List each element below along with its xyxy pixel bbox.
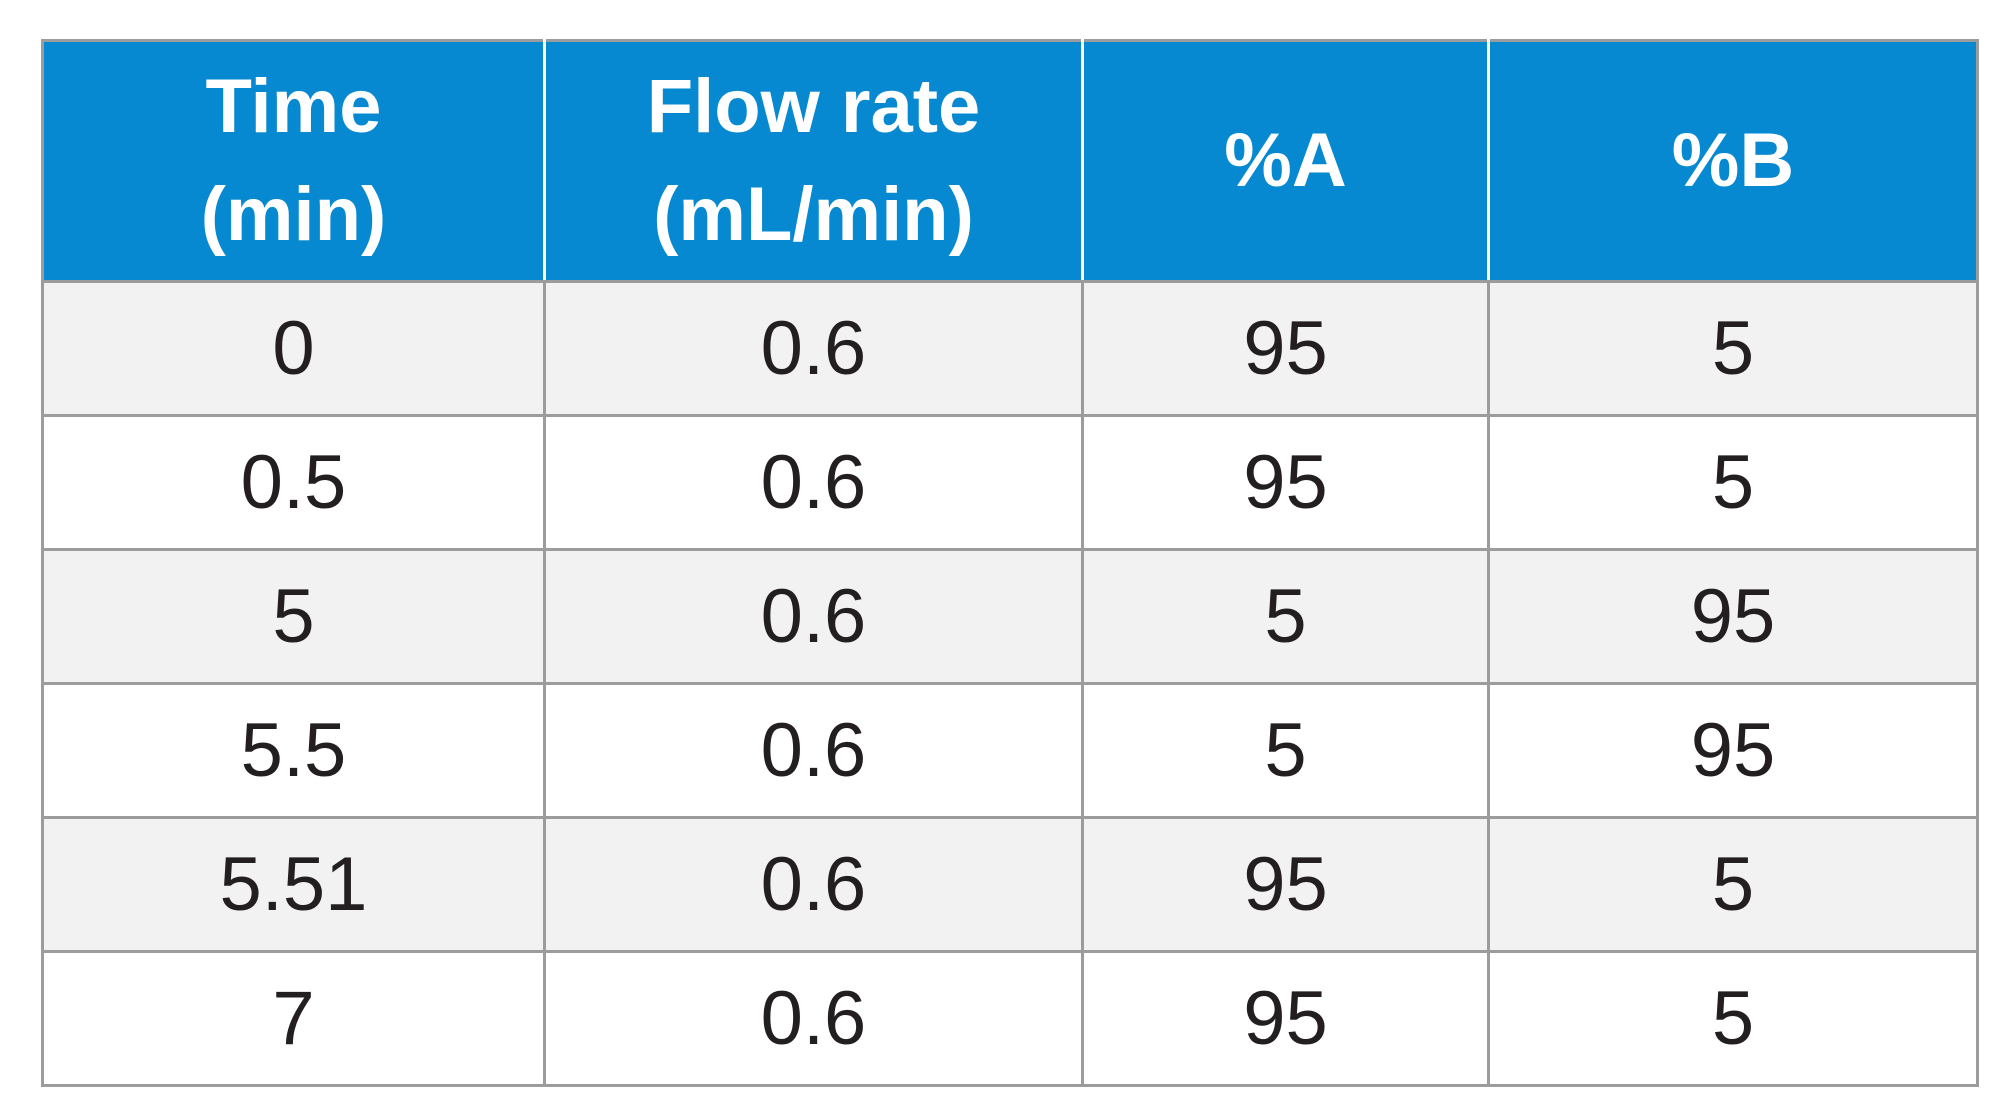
cell-flow-rate: 0.6 bbox=[543, 548, 1084, 685]
cell-time: 0 bbox=[41, 280, 546, 417]
cell-percent-b: 5 bbox=[1487, 950, 1979, 1087]
cell-flow-rate: 0.6 bbox=[543, 950, 1084, 1087]
table-row: 5 0.6 5 95 bbox=[41, 548, 1979, 685]
header-time: Time (min) bbox=[41, 39, 546, 283]
table-row: 0 0.6 95 5 bbox=[41, 280, 1979, 417]
cell-percent-a: 95 bbox=[1081, 414, 1490, 551]
cell-flow-rate: 0.6 bbox=[543, 682, 1084, 819]
header-percent-b: %B bbox=[1487, 39, 1979, 283]
header-time-label: Time bbox=[205, 64, 382, 149]
cell-percent-b: 5 bbox=[1487, 280, 1979, 417]
gradient-table: Time (min) Flow rate (mL/min) %A %B 0 0.… bbox=[41, 39, 1979, 1087]
table-row: 7 0.6 95 5 bbox=[41, 950, 1979, 1087]
cell-percent-b: 5 bbox=[1487, 816, 1979, 953]
header-percent-a: %A bbox=[1081, 39, 1490, 283]
cell-flow-rate: 0.6 bbox=[543, 414, 1084, 551]
header-flow-rate-label: Flow rate bbox=[646, 64, 981, 149]
table-body: 0 0.6 95 5 0.5 0.6 95 5 5 0.6 5 95 5.5 0… bbox=[41, 280, 1979, 1087]
cell-percent-a: 5 bbox=[1081, 682, 1490, 819]
header-row: Time (min) Flow rate (mL/min) %A %B bbox=[41, 39, 1979, 283]
cell-percent-a: 95 bbox=[1081, 950, 1490, 1087]
header-time-unit: (min) bbox=[200, 172, 387, 257]
cell-percent-b: 95 bbox=[1487, 682, 1979, 819]
cell-percent-a: 5 bbox=[1081, 548, 1490, 685]
cell-flow-rate: 0.6 bbox=[543, 816, 1084, 953]
cell-time: 5 bbox=[41, 548, 546, 685]
header-flow-rate-unit: (mL/min) bbox=[653, 172, 974, 257]
cell-time: 7 bbox=[41, 950, 546, 1087]
cell-time: 0.5 bbox=[41, 414, 546, 551]
table-row: 5.51 0.6 95 5 bbox=[41, 816, 1979, 953]
cell-flow-rate: 0.6 bbox=[543, 280, 1084, 417]
header-percent-a-label: %A bbox=[1224, 118, 1347, 203]
cell-percent-b: 5 bbox=[1487, 414, 1979, 551]
cell-time: 5.5 bbox=[41, 682, 546, 819]
header-percent-b-label: %B bbox=[1671, 118, 1795, 203]
table-row: 5.5 0.6 5 95 bbox=[41, 682, 1979, 819]
cell-percent-a: 95 bbox=[1081, 816, 1490, 953]
header-flow-rate: Flow rate (mL/min) bbox=[543, 39, 1084, 283]
table-header: Time (min) Flow rate (mL/min) %A %B bbox=[41, 39, 1979, 283]
cell-percent-b: 95 bbox=[1487, 548, 1979, 685]
table-row: 0.5 0.6 95 5 bbox=[41, 414, 1979, 551]
cell-time: 5.51 bbox=[41, 816, 546, 953]
cell-percent-a: 95 bbox=[1081, 280, 1490, 417]
